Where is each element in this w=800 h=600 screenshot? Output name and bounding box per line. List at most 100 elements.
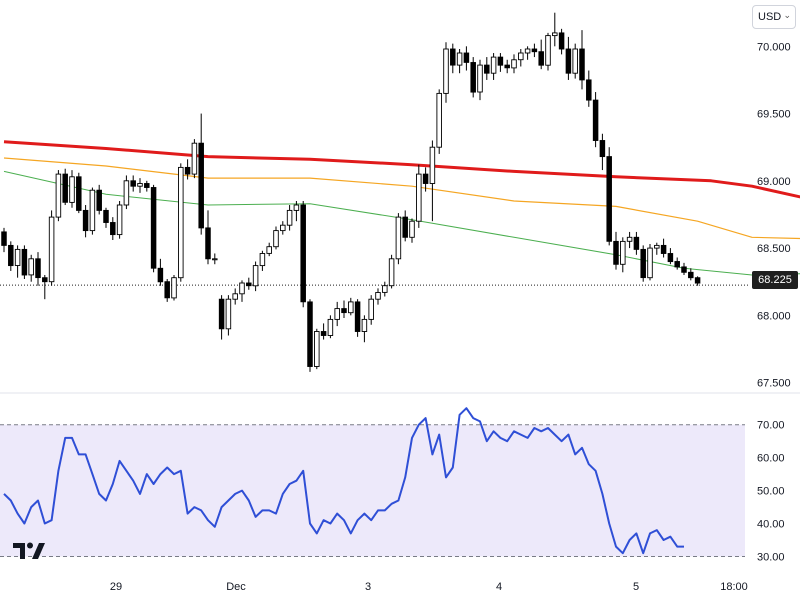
candle [266,242,272,257]
candle [572,43,578,79]
candle [388,254,395,289]
candle [660,238,667,258]
candle [205,210,211,265]
candle [1,227,7,253]
price-tick-label: 70.000 [757,41,791,53]
candle [470,57,476,98]
moving-average-mid [3,157,800,240]
candle [565,36,572,80]
candle [538,39,544,70]
candle [55,170,62,222]
candle [694,276,701,286]
candle [35,252,41,286]
price-tick-label: 69.000 [757,176,791,188]
candle [232,288,238,305]
candle [402,210,408,242]
candle [320,323,327,340]
candle [137,178,143,193]
candle [273,226,279,250]
candle [429,140,436,222]
candle [123,175,130,210]
time-tick-label: 29 [110,581,122,593]
candle [246,277,252,290]
candle [239,280,245,302]
candle [456,49,463,74]
price-tick-label: 67.500 [757,378,791,390]
candle [545,32,551,71]
candle [681,262,687,275]
candle [599,133,606,171]
candle [674,257,680,270]
candle [307,299,313,372]
candle [218,295,225,340]
candle [130,175,136,192]
candle [436,89,442,154]
candle [361,315,368,343]
moving-average-fast [3,170,800,276]
candle [171,274,177,301]
candle [42,274,48,300]
candle [416,164,422,228]
time-tick-label: 5 [633,581,639,593]
currency-label: USD [758,11,782,23]
candle [280,221,286,235]
candle [76,172,82,214]
currency-dropdown[interactable]: USD ⌄ [752,5,796,29]
candle [518,49,524,67]
candle [592,92,599,148]
rsi-tick-label: 70.00 [757,420,785,432]
candle [314,328,320,370]
candle [293,201,300,222]
candle [96,184,102,215]
rsi-band [0,424,745,557]
candle [382,281,388,297]
candle [184,159,191,180]
candle [633,231,640,255]
candle [477,59,483,101]
candle [21,245,28,280]
candle [103,207,109,228]
candle [300,201,306,308]
candle [586,70,592,107]
candle [613,231,619,270]
candle [511,54,517,74]
rsi-panel [0,407,745,557]
candle [368,295,374,325]
price-tick-label: 68.000 [757,310,791,322]
candle [531,43,538,58]
rsi-line [3,407,684,555]
candle [504,59,510,74]
candle [178,163,184,282]
candle [450,43,456,74]
candle [8,241,14,271]
candle [524,46,531,60]
candle [484,57,490,80]
candle [626,231,633,249]
candle [409,218,415,243]
price-tick-label: 69.500 [757,109,791,121]
candle [191,139,198,179]
candle [150,184,157,273]
time-tick-label: 3 [365,581,371,593]
candle [144,180,150,192]
candle [640,245,646,282]
candle [89,187,96,235]
candle [110,217,116,241]
candle [212,253,218,265]
axes: 70.000 69.500 69.000 68.500 68.000 67.500 70.0… [0,41,800,593]
rsi-tick-label: 50.00 [757,486,785,498]
candle [422,167,429,192]
moving-average-slow [3,140,800,199]
rsi-tick-label: 40.00 [757,519,785,531]
candle [69,170,75,208]
candle [259,250,266,271]
candle [334,301,340,327]
candle [667,248,674,265]
candle [286,205,293,231]
candle [164,279,170,302]
price-panel [0,12,800,372]
price-tick-label: 68.500 [757,243,791,255]
candle [48,210,55,286]
rsi-tick-label: 30.00 [757,551,785,563]
